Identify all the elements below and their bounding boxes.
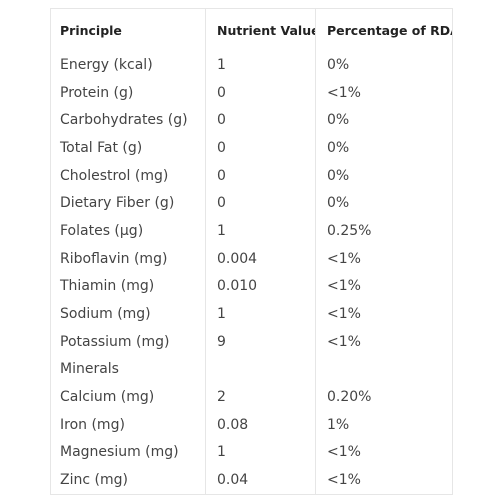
table-cell: 0.20% [315, 383, 453, 411]
table-cell: 0% [315, 106, 453, 135]
header-cell: Percentage of RDA [315, 8, 453, 51]
table-cell: Carbohydrates (g) [50, 106, 206, 135]
table-cell: 0.25% [315, 217, 453, 245]
table-cell: Iron (mg) [50, 410, 206, 439]
table-row: Potassium (mg) 9 <1% [50, 327, 453, 356]
table-cell: Folates (µg) [50, 217, 206, 245]
table-cell: 0% [315, 51, 453, 79]
table-row: Energy (kcal) 1 0% [50, 51, 453, 79]
table-row: Calcium (mg) 2 0.20% [50, 383, 453, 411]
table-cell: Riboflavin (mg) [50, 244, 206, 273]
table-cell: 1 [205, 51, 316, 79]
table-row: Iron (mg) 0.08 1% [50, 410, 453, 439]
header-cell: Nutrient Value [205, 8, 316, 51]
table-cell: <1% [315, 78, 453, 107]
table-row: Zinc (mg) 0.04 <1% [50, 466, 453, 495]
empty-cell [205, 355, 316, 384]
table-cell: Potassium (mg) [50, 327, 206, 356]
table-cell: Thiamin (mg) [50, 272, 206, 301]
table-cell: <1% [315, 466, 453, 495]
table-cell: 1% [315, 410, 453, 439]
table-cell: 1 [205, 300, 316, 328]
table-cell: Energy (kcal) [50, 51, 206, 79]
table-cell: 0 [205, 189, 316, 218]
table-cell: 0% [315, 161, 453, 190]
table-row: Carbohydrates (g) 0 0% [50, 106, 453, 135]
table-cell: 0 [205, 161, 316, 190]
table-cell: Protein (g) [50, 78, 206, 107]
table-row: Folates (µg) 1 0.25% [50, 217, 453, 245]
table-cell: <1% [315, 244, 453, 273]
table-cell: Total Fat (g) [50, 134, 206, 162]
table-row: Cholestrol (mg) 0 0% [50, 161, 453, 190]
table-row: Sodium (mg) 1 <1% [50, 300, 453, 328]
table-cell: Cholestrol (mg) [50, 161, 206, 190]
table-cell: 0.004 [205, 244, 316, 273]
table-row: Riboflavin (mg) 0.004 <1% [50, 244, 453, 273]
table-cell: Zinc (mg) [50, 466, 206, 495]
table-cell: <1% [315, 272, 453, 301]
table-cell: <1% [315, 438, 453, 467]
table-row: Minerals [50, 355, 453, 384]
table-row: Dietary Fiber (g) 0 0% [50, 189, 453, 218]
table-cell: <1% [315, 327, 453, 356]
table-row: Thiamin (mg) 0.010 <1% [50, 272, 453, 301]
table-cell: 1 [205, 438, 316, 467]
table-cell: 0.08 [205, 410, 316, 439]
table-cell: Magnesium (mg) [50, 438, 206, 467]
nutrition-table: Principle Nutrient Value Percentage of RDA… [50, 8, 453, 495]
table-row: Magnesium (mg) 1 <1% [50, 438, 453, 467]
table-cell: 0 [205, 106, 316, 135]
table-cell: Calcium (mg) [50, 383, 206, 411]
table-cell: 0% [315, 189, 453, 218]
header-cell: Principle [50, 8, 206, 51]
table-cell: 1 [205, 217, 316, 245]
table-cell: 0 [205, 134, 316, 162]
table-cell: 0.010 [205, 272, 316, 301]
table-cell: 9 [205, 327, 316, 356]
table-row: Total Fat (g) 0 0% [50, 134, 453, 162]
table-cell: Minerals [50, 355, 206, 384]
table-cell: 2 [205, 383, 316, 411]
empty-cell [315, 355, 453, 384]
table-body: Energy (kcal) 1 0% Protein (g) 0 <1% Carbohydr… [50, 51, 453, 495]
table-cell: <1% [315, 300, 453, 328]
table-cell: Sodium (mg) [50, 300, 206, 328]
table-cell: Dietary Fiber (g) [50, 189, 206, 218]
table-row: Protein (g) 0 <1% [50, 78, 453, 107]
table-cell: 0 [205, 78, 316, 107]
table-cell: 0.04 [205, 466, 316, 495]
header-row: Principle Nutrient Value Percentage of RDA [50, 8, 453, 51]
table-cell: 0% [315, 134, 453, 162]
